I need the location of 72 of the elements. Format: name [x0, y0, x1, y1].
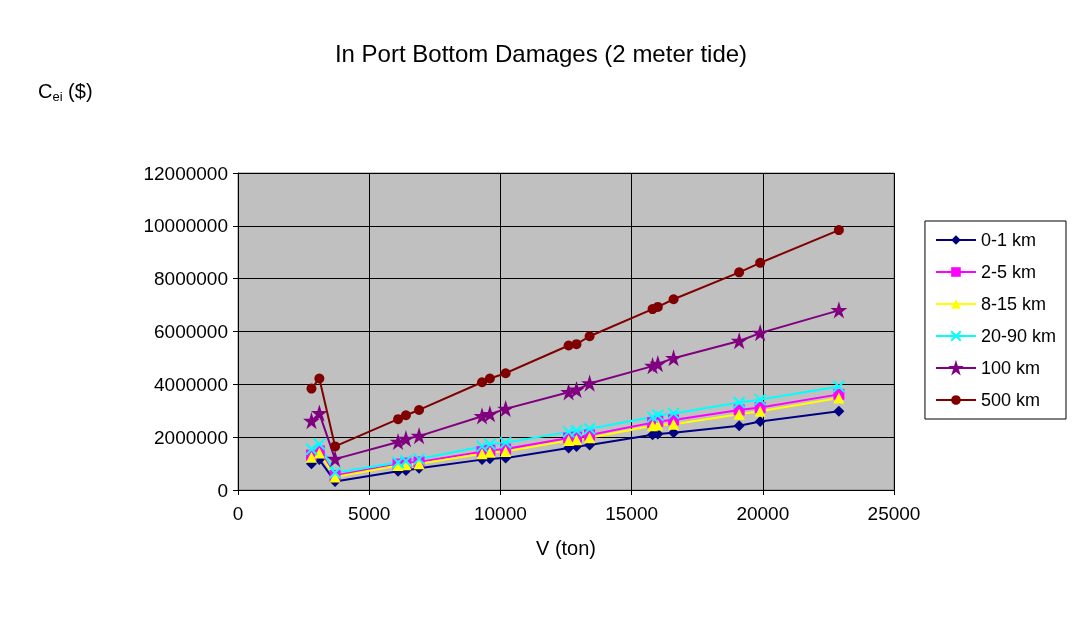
point	[649, 355, 666, 373]
point	[668, 294, 679, 305]
point	[477, 377, 488, 388]
point	[562, 425, 576, 439]
point	[667, 406, 681, 420]
legend-label: 500 km	[980, 390, 1040, 410]
point	[584, 331, 595, 342]
x-tick-label: 10000	[473, 503, 527, 524]
point	[651, 408, 665, 422]
point	[500, 368, 511, 379]
point	[499, 436, 513, 450]
point	[311, 404, 328, 422]
point	[731, 332, 748, 350]
point	[499, 402, 513, 416]
point	[560, 383, 576, 401]
point	[304, 442, 318, 456]
legend-label: 2-5 km	[980, 262, 1036, 282]
point	[400, 410, 411, 421]
y-tick-label: 4000000	[154, 373, 228, 395]
point	[571, 339, 582, 350]
x-tick-label: 20000	[736, 503, 790, 524]
legend-label: 20-90 km	[980, 326, 1057, 346]
point	[733, 408, 745, 420]
point	[755, 257, 766, 268]
legend-label: 8-15 km	[980, 294, 1046, 314]
point	[389, 433, 405, 450]
point	[733, 420, 745, 432]
point	[473, 407, 489, 425]
point	[734, 267, 745, 278]
point	[833, 225, 844, 236]
x-tick-label: 0	[232, 503, 244, 524]
point	[753, 393, 767, 407]
point	[646, 410, 660, 424]
point	[752, 324, 768, 342]
y-tick-label: 0	[217, 479, 228, 501]
point	[833, 392, 845, 404]
point	[583, 422, 597, 436]
point	[475, 439, 489, 453]
point	[832, 379, 846, 393]
point	[833, 405, 845, 417]
point	[732, 396, 746, 410]
point	[484, 373, 495, 384]
x-axis-title: V (ton)	[535, 537, 597, 559]
point	[399, 430, 414, 447]
point	[483, 405, 498, 422]
legend-label: 0-1 km	[980, 230, 1036, 250]
point	[314, 373, 325, 384]
y-tick-label: 8000000	[154, 268, 228, 290]
point	[393, 414, 404, 425]
point	[412, 452, 426, 466]
legend-label: 100 km	[980, 358, 1040, 378]
point	[668, 418, 680, 430]
point	[414, 404, 425, 415]
point	[830, 301, 848, 319]
y-tick-label: 10000000	[143, 215, 228, 237]
point	[483, 437, 497, 451]
y-tick-label: 6000000	[154, 321, 228, 342]
y-tick-label: 12000000	[143, 162, 228, 184]
x-tick-label: 25000	[867, 503, 921, 524]
point	[652, 301, 663, 312]
x-tick-label: 15000	[605, 503, 659, 524]
point	[303, 412, 320, 430]
point	[665, 349, 681, 367]
point	[326, 451, 343, 468]
y-tick-label: 2000000	[154, 426, 228, 448]
chart-title: In Port Bottom Damages (2 meter tide)	[334, 39, 748, 67]
point	[306, 383, 317, 394]
point	[410, 427, 427, 445]
x-tick-label: 5000	[348, 503, 391, 524]
point	[330, 441, 341, 452]
point	[570, 424, 583, 438]
point	[754, 416, 766, 428]
